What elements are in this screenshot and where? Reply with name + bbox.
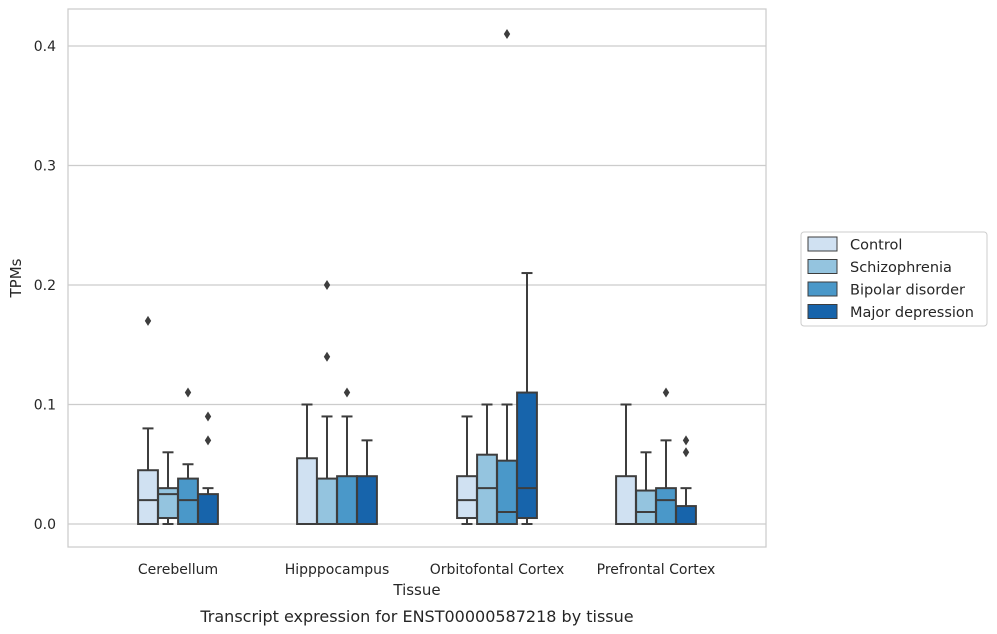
legend-label: Major depression (850, 305, 974, 321)
outlier-point (323, 351, 331, 362)
outlier-point (323, 280, 331, 290)
y-tick-label: 0.1 (34, 398, 56, 414)
box-major-depression (675, 435, 697, 526)
x-tick-label: Orbitofontal Cortex (430, 562, 565, 578)
legend-label: Control (850, 238, 902, 254)
box-major-depression (356, 439, 378, 526)
box-iqr (516, 391, 538, 520)
outlier-point (343, 387, 351, 398)
box-iqr (157, 487, 179, 520)
box-iqr (655, 487, 677, 525)
box-iqr (476, 453, 498, 525)
box-schizophrenia (476, 403, 498, 525)
legend-label: Bipolar disorder (850, 283, 965, 299)
y-tick-labels: 0.0 0.1 0.2 0.3 0.4 (34, 39, 56, 533)
box-iqr (496, 459, 518, 526)
box-iqr (197, 493, 219, 525)
outlier-point (503, 29, 511, 40)
y-axis-label: TPMs (7, 258, 25, 298)
x-axis-label: Tissue (392, 581, 440, 599)
outlier-point (204, 435, 212, 446)
outlier-point (204, 411, 212, 422)
box-control (296, 403, 318, 525)
box-iqr (177, 477, 199, 525)
box-iqr (316, 477, 338, 525)
x-tick-label: Hipppocampus (285, 562, 390, 578)
y-tick-label: 0.3 (34, 159, 56, 175)
box-iqr (336, 475, 358, 526)
y-tick-label: 0.0 (34, 517, 56, 533)
outlier-point (184, 387, 192, 398)
legend-swatch (807, 281, 838, 297)
chart-caption: Transcript expression for ENST0000058721… (199, 607, 633, 626)
box-bipolar-disorder (336, 387, 358, 526)
box-control (615, 403, 637, 526)
box-major-depression (197, 411, 219, 525)
x-tick-labels: Cerebellum Hipppocampus Orbitofontal Corte… (138, 562, 715, 578)
box-schizophrenia (316, 280, 338, 525)
box-iqr (456, 475, 478, 520)
box-iqr (296, 457, 318, 525)
outlier-point (682, 435, 690, 446)
box-major-depression (516, 272, 538, 525)
box-layer (137, 29, 697, 526)
outlier-point (144, 315, 152, 326)
outlier-point (662, 387, 670, 398)
box-schizophrenia (157, 451, 179, 525)
y-tick-label: 0.4 (34, 39, 56, 55)
x-tick-label: Prefrontal Cortex (597, 562, 716, 578)
legend-frame (800, 231, 988, 327)
box-iqr (137, 469, 159, 526)
box-iqr (635, 489, 657, 526)
box-schizophrenia (635, 451, 657, 526)
y-tick-label: 0.2 (34, 278, 56, 294)
box-control (456, 415, 478, 525)
outlier-point (682, 447, 690, 458)
box-bipolar-disorder (177, 387, 199, 525)
box-iqr (615, 475, 637, 526)
box-bipolar-disorder (496, 29, 518, 526)
legend-swatch (807, 236, 838, 252)
legend-swatch (807, 259, 838, 274)
box-bipolar-disorder (655, 387, 677, 525)
plot-frame (67, 8, 767, 548)
legend: Control Schizophrenia Bipolar disorder Majo… (800, 231, 988, 327)
box-iqr (356, 475, 378, 526)
legend-swatch (807, 304, 838, 319)
box-iqr (675, 505, 697, 526)
legend-label: Schizophrenia (850, 260, 952, 276)
box-control (137, 315, 159, 526)
x-tick-label: Cerebellum (138, 562, 218, 578)
